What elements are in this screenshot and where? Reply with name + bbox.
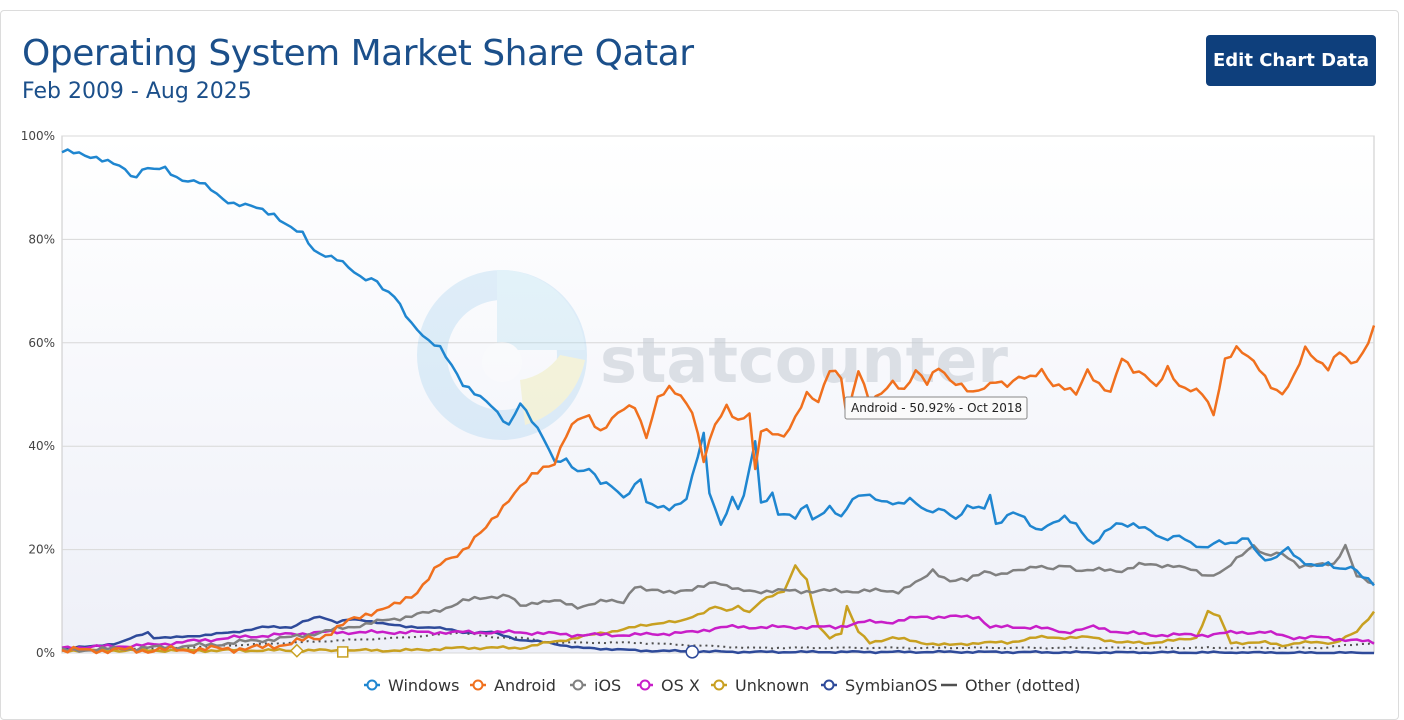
legend-label-windows[interactable]: Windows	[388, 676, 459, 695]
legend-marker-unknown[interactable]	[713, 679, 725, 691]
date-range-subtitle: Feb 2009 - Aug 2025	[22, 79, 252, 104]
legend-label-unknown[interactable]: Unknown	[735, 676, 809, 695]
series-line-ios	[61, 543, 1375, 653]
edit-chart-data-button[interactable]: Edit Chart Data	[1206, 35, 1376, 86]
legend-label-os-x[interactable]: OS X	[661, 676, 700, 695]
series-line-os-x	[61, 614, 1375, 651]
legend-label-other-dotted[interactable]: Other (dotted)	[965, 676, 1081, 695]
tooltip-box	[844, 396, 1028, 420]
legend-marker-windows[interactable]	[366, 679, 378, 691]
data-point-marker[interactable]	[685, 645, 699, 659]
data-point-marker[interactable]	[336, 646, 349, 658]
y-tick-label: 40%	[28, 439, 55, 453]
series-line-unknown	[61, 564, 1376, 654]
data-point-marker[interactable]	[289, 643, 304, 658]
tooltip-text: Android - 50.92% - Oct 2018	[851, 401, 1022, 415]
series-line-symbianos	[61, 615, 1374, 655]
page-title: Operating System Market Share Qatar	[22, 33, 694, 74]
y-tick-label: 60%	[28, 336, 55, 350]
series-line-other-dotted	[61, 631, 1375, 652]
legend-label-ios[interactable]: iOS	[594, 676, 621, 695]
y-tick-label: 20%	[28, 543, 55, 557]
y-tick-label: 100%	[21, 129, 55, 143]
statcounter-watermark-text: statcounter	[600, 324, 1008, 397]
series-line-android	[61, 325, 1376, 655]
legend-label-android[interactable]: Android	[494, 676, 556, 695]
legend-marker-os-x[interactable]	[639, 679, 651, 691]
y-tick-label: 0%	[36, 646, 55, 660]
statcounter-watermark-logo	[417, 269, 587, 440]
legend-marker-symbianos[interactable]	[823, 679, 835, 691]
y-tick-label: 80%	[28, 232, 55, 246]
series-line-windows	[61, 148, 1375, 587]
legend-marker-android[interactable]	[472, 679, 484, 691]
legend-label-symbianos[interactable]: SymbianOS	[845, 676, 938, 695]
legend-marker-ios[interactable]	[572, 679, 584, 691]
